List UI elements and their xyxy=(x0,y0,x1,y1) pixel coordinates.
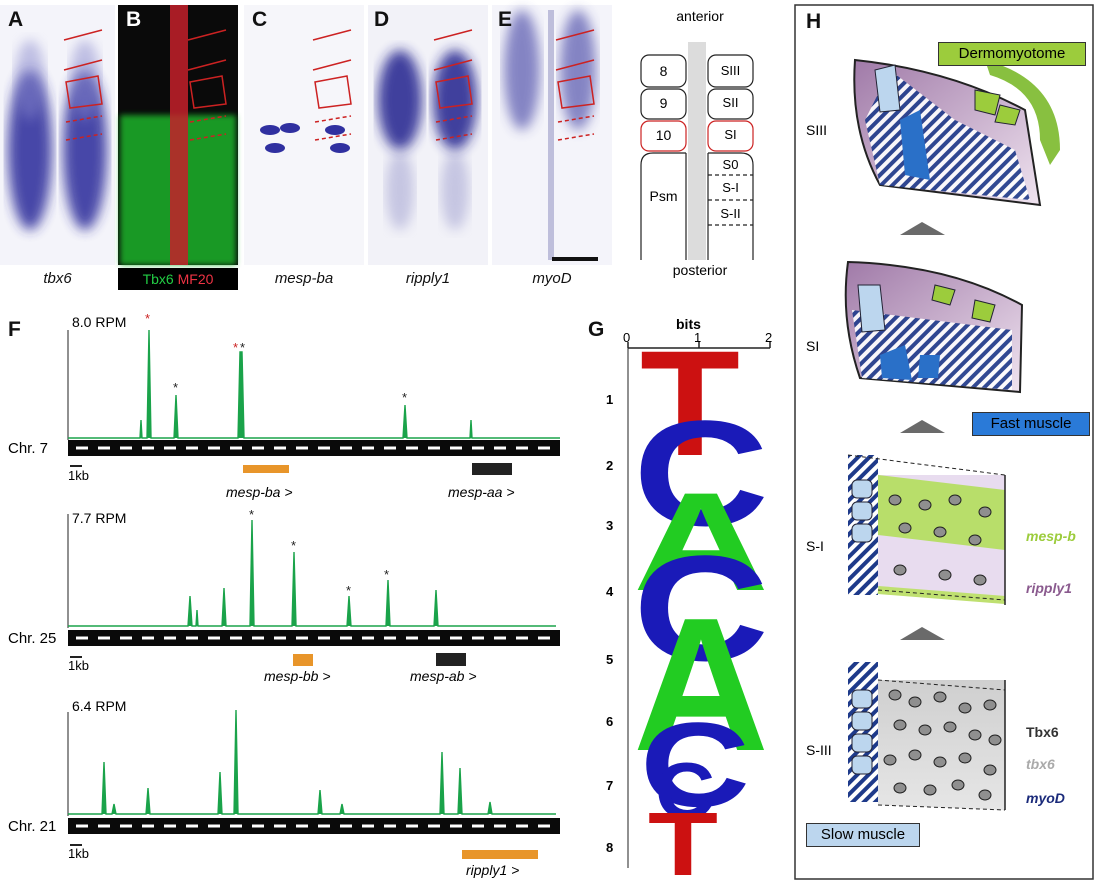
logo-pos-6: 6 xyxy=(606,714,614,729)
model-stage-si: SI xyxy=(806,338,820,354)
panel-f-letter: F xyxy=(8,318,21,341)
model-stage-siii: SIII xyxy=(806,122,828,138)
track-chr21-scale: 1kb xyxy=(68,846,89,861)
logo-pos-1: 1 xyxy=(606,392,614,407)
model-slow-muscle-label: Slow muscle xyxy=(806,823,920,847)
logo-pos-5: 5 xyxy=(606,652,614,667)
schematic-right-s-ii: S-II xyxy=(720,206,741,221)
panel-e-label: myoD xyxy=(532,270,572,287)
panel-e-letter: E xyxy=(498,8,513,31)
svg-text:*: * xyxy=(233,340,238,355)
logo-axis-title: bits xyxy=(676,316,701,332)
svg-text:T: T xyxy=(640,319,740,487)
panel-c-image xyxy=(244,5,364,265)
logo-pos-4: 4 xyxy=(606,584,614,599)
svg-text:*: * xyxy=(402,390,407,405)
track-chr25-chr: Chr. 25 xyxy=(8,630,57,647)
svg-text:*: * xyxy=(173,380,178,395)
track-chr7-chr: Chr. 7 xyxy=(8,440,49,457)
logo-tick-0: 0 xyxy=(623,330,631,345)
logo-tick-2: 2 xyxy=(765,330,773,345)
schematic-anterior: anterior xyxy=(676,8,724,24)
logo-pos-2: 2 xyxy=(606,458,614,473)
svg-text:A: A xyxy=(633,463,769,620)
track-chr21-chr: Chr. 21 xyxy=(8,818,57,835)
schematic-right-s-i: S-I xyxy=(722,180,739,195)
panel-e-image xyxy=(492,5,612,265)
somite-model xyxy=(794,4,1094,880)
logo-pos-8: 8 xyxy=(606,840,614,855)
model-dermomyotome-label: Dermomyotome xyxy=(938,42,1086,66)
panel-b-letter: B xyxy=(126,8,142,31)
logo-pos-3: 3 xyxy=(606,518,614,533)
legend-tbx6-protein: Tbx6 xyxy=(1026,724,1059,740)
svg-text:A: A xyxy=(633,579,769,791)
panel-d-letter: D xyxy=(374,8,390,31)
track-chr7: * * * * * xyxy=(67,311,560,475)
track-chr25: * * * * xyxy=(67,507,560,666)
logo-tick-1: 1 xyxy=(694,330,702,345)
panel-c-label: mesp-ba xyxy=(274,270,334,287)
legend-ripply1: ripply1 xyxy=(1026,580,1072,596)
somite-schematic xyxy=(640,42,754,260)
svg-text:*: * xyxy=(291,538,296,553)
track-signal-chr21 xyxy=(68,709,556,815)
svg-text:T: T xyxy=(648,795,718,885)
track-chr25-gene-1: mesp-bb > xyxy=(264,668,331,684)
panel-h-letter: H xyxy=(806,10,822,33)
track-chr21 xyxy=(67,709,560,859)
track-chr7-scale: 1kb xyxy=(68,468,89,483)
track-chr7-gene-2: mesp-aa > xyxy=(448,484,515,500)
panel-c-letter: C xyxy=(252,8,268,31)
schematic-left-psm: Psm xyxy=(649,188,678,204)
legend-tbx6-rna: tbx6 xyxy=(1026,756,1055,772)
schematic-left-9: 9 xyxy=(659,95,668,111)
svg-text:*: * xyxy=(346,583,351,598)
schematic-left-10: 10 xyxy=(655,127,672,143)
track-chr25-scale: 1kb xyxy=(68,658,89,673)
panel-a-letter: A xyxy=(8,8,24,31)
schematic-posterior: posterior xyxy=(672,262,728,278)
legend-myod: myoD xyxy=(1026,790,1065,806)
model-stage-s-i: S-I xyxy=(806,538,824,554)
panel-b-label-red: MF20 xyxy=(177,271,214,287)
panel-b-image xyxy=(118,5,238,265)
svg-text:*: * xyxy=(240,340,245,355)
schematic-right-siii: SIII xyxy=(720,63,741,78)
panel-b-label: Tbx6 MF20 xyxy=(118,268,238,290)
svg-text:C: C xyxy=(640,698,750,832)
svg-text:*: * xyxy=(384,567,389,582)
svg-text:*: * xyxy=(249,507,254,522)
svg-text:C: C xyxy=(633,389,769,557)
track-signal-chr7 xyxy=(68,329,560,439)
panel-b-label-green: Tbx6 xyxy=(142,271,174,287)
panel-a-image xyxy=(0,5,115,265)
logo-pos-7: 7 xyxy=(606,778,614,793)
track-chr25-gene-2: mesp-ab > xyxy=(410,668,477,684)
panel-g-letter: G xyxy=(588,318,605,341)
schematic-left-8: 8 xyxy=(659,63,668,79)
schematic-right-si: SI xyxy=(724,127,737,142)
schematic-right-s0: S0 xyxy=(722,157,739,172)
svg-text:C: C xyxy=(655,746,715,835)
svg-text:*: * xyxy=(145,311,150,326)
panel-d-image xyxy=(368,5,488,265)
svg-text:C: C xyxy=(633,524,769,692)
track-chr25-rpm: 7.7 RPM xyxy=(72,510,127,526)
schematic-right-sii: SII xyxy=(722,95,739,110)
track-signal-chr25 xyxy=(68,519,556,627)
track-chr7-gene-1: mesp-ba > xyxy=(226,484,293,500)
model-stage-s-iii: S-III xyxy=(806,742,832,758)
track-chr21-gene-1: ripply1 > xyxy=(466,862,520,878)
panel-d-label: ripply1 xyxy=(405,270,451,287)
panel-a-label: tbx6 xyxy=(43,270,72,287)
sequence-logo: T C A C A C C T xyxy=(627,319,771,885)
track-chr21-rpm: 6.4 RPM xyxy=(72,698,127,714)
model-fast-muscle-label: Fast muscle xyxy=(972,412,1090,436)
legend-mesp-b: mesp-b xyxy=(1026,528,1076,544)
track-chr7-rpm: 8.0 RPM xyxy=(72,314,127,330)
